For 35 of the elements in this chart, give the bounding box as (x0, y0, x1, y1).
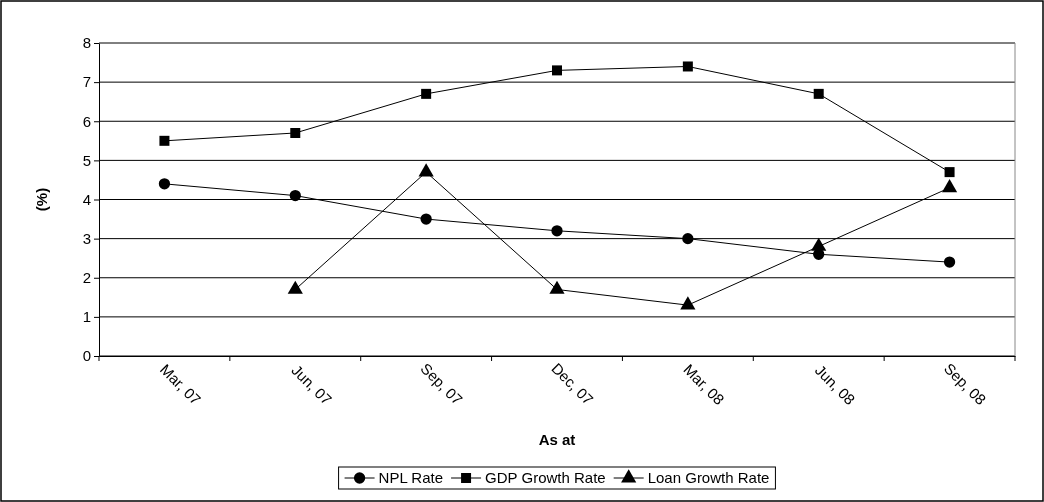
y-tick-label: 6 (82, 112, 91, 130)
point (941, 178, 958, 193)
point (158, 178, 171, 190)
y-tick-label: 8 (82, 34, 91, 52)
point (159, 135, 170, 146)
point (813, 88, 824, 99)
x-tick-label: Jun, 08 (811, 361, 859, 409)
y-tick-label: 7 (82, 73, 91, 91)
point (420, 213, 432, 225)
y-axis-title: (%) (33, 187, 50, 212)
legend-label: GDP Growth Rate (485, 469, 606, 486)
point (421, 88, 432, 99)
point (552, 65, 562, 76)
point (943, 256, 956, 268)
point (680, 296, 696, 310)
y-tick-label: 4 (82, 190, 91, 208)
y-tick-label: 0 (82, 347, 91, 365)
point (944, 167, 955, 178)
y-tick-label: 5 (82, 151, 91, 169)
point (549, 280, 565, 294)
point (682, 232, 694, 245)
x-axis-title: As at (538, 431, 576, 448)
legend-label: Loan Growth Rate (647, 469, 770, 486)
point (682, 61, 693, 72)
x-tick-label: Jun, 07 (288, 361, 336, 409)
point (289, 189, 301, 202)
y-tick-label: 1 (82, 308, 91, 326)
y-tick-label: 2 (82, 269, 91, 287)
point (418, 163, 434, 177)
point (290, 127, 301, 138)
point (551, 225, 563, 237)
point (287, 280, 303, 294)
y-tick-label: 3 (82, 229, 91, 247)
legend-label: NPL Rate (378, 469, 444, 486)
point (811, 237, 827, 251)
